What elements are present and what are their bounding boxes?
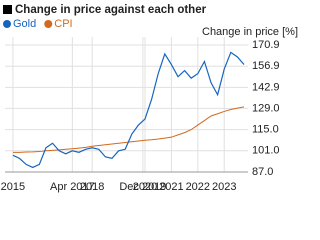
chart: Change in price against each other Chang… [1,4,298,193]
y-tick-label: 129.0 [252,102,280,114]
legend-marker [44,20,53,28]
legend-marker [3,20,11,28]
x-tick-label: 2023 [212,181,236,193]
y-tick-label: 170.9 [252,39,280,51]
legend: Gold CPI [3,18,73,30]
legend-label: Gold [13,18,36,30]
x-tick-label: 2018 [80,181,104,193]
legend-label: CPI [54,18,72,30]
y-axis-label: Change in price [%] [202,26,298,38]
line-series [12,51,245,169]
x-tick-label: 2021 [159,181,183,193]
x-tick-label: 2015 [1,181,25,193]
y-tick-label: 101.0 [252,145,280,157]
y-tick-label: 115.0 [252,124,279,136]
y-tick-label: 142.9 [252,81,280,93]
chart-title: Change in price against each other [15,4,207,16]
x-tick-label: 2022 [186,181,210,193]
y-tick-label: 156.9 [252,60,280,72]
x-tick-label: Dec 2019 [119,181,166,193]
x-tick-label: Apr 2017 [50,181,95,193]
y-tick-label: 87.0 [252,166,273,178]
title-marker [3,5,12,14]
x-tick-label: 2020 [133,181,157,193]
